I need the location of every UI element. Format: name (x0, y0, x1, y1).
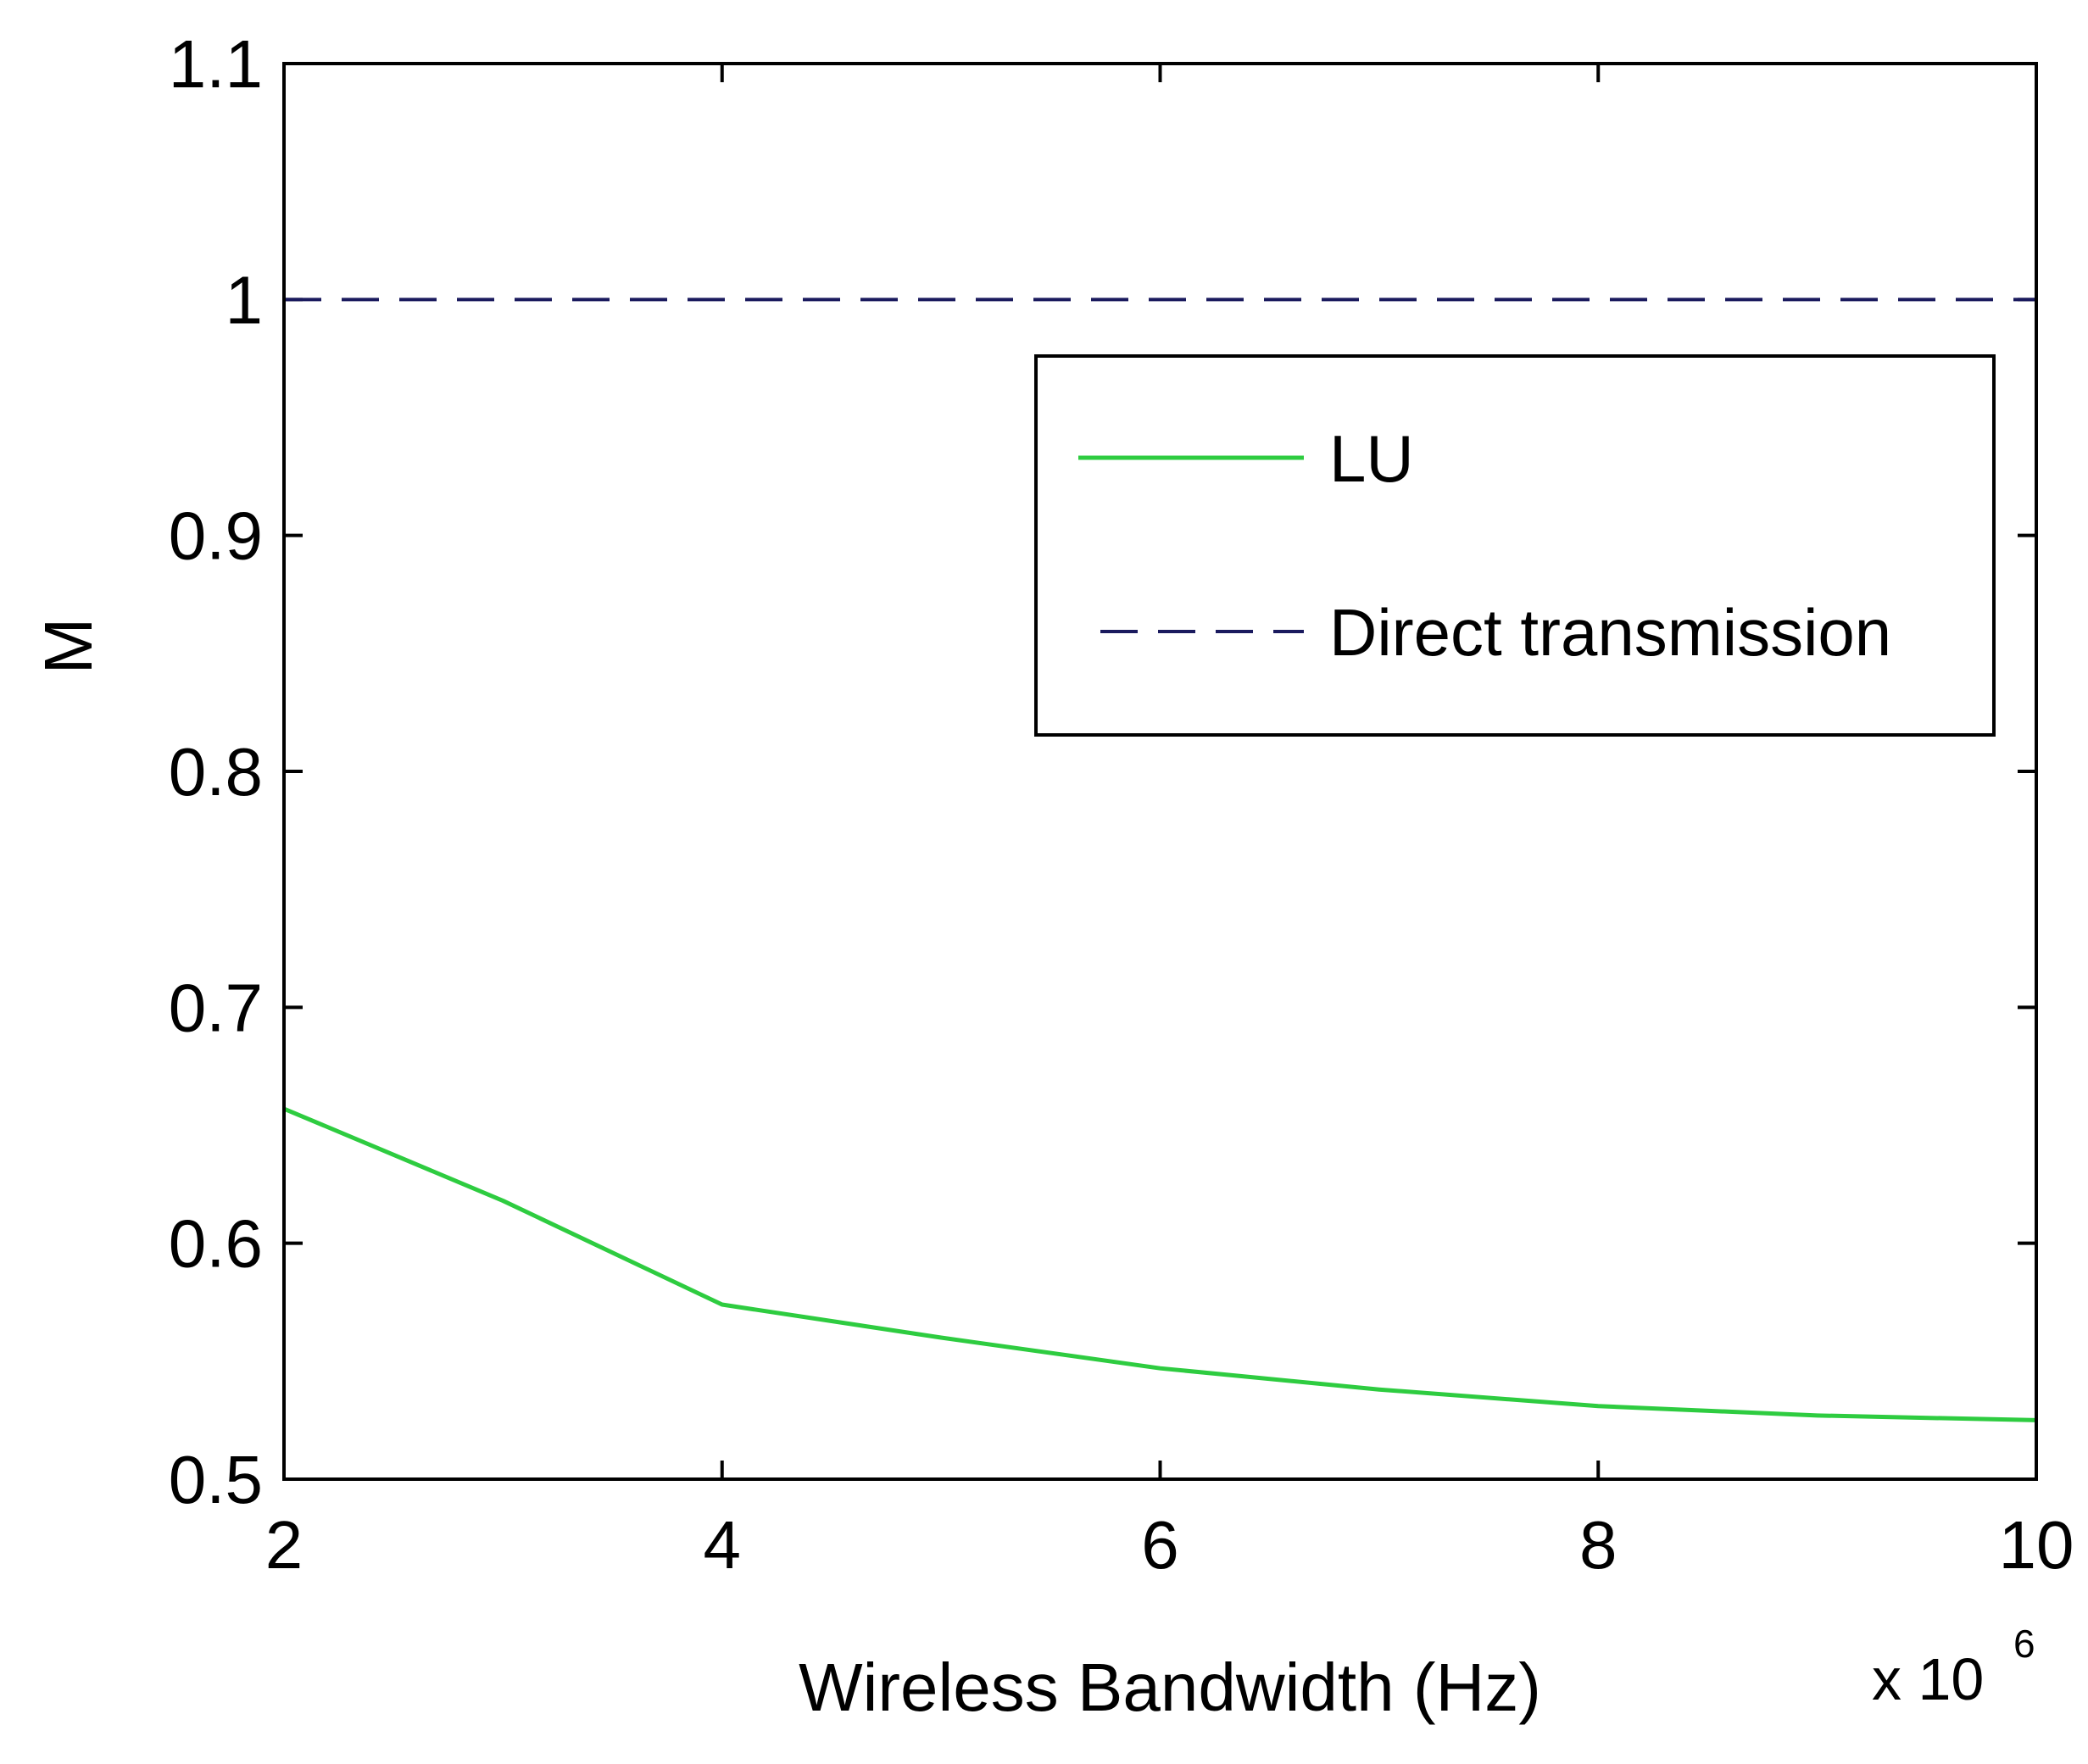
plot-background (284, 64, 2036, 1479)
y-tick-label: 0.9 (169, 498, 263, 574)
y-tick-label: 1 (226, 262, 264, 337)
legend-box (1034, 354, 1996, 737)
x-tick-label: 2 (265, 1507, 303, 1583)
legend-label-lu: LU (1329, 421, 1414, 496)
series-layer (283, 298, 2037, 1422)
y-tick-label: 1.1 (169, 26, 263, 102)
x-tick-label: 4 (704, 1507, 742, 1583)
y-tick-label: 0.5 (169, 1442, 263, 1517)
x-tick-label: 10 (1999, 1507, 2074, 1583)
y-axis-label: M (31, 618, 106, 675)
y-tick-label: 0.6 (169, 1206, 263, 1282)
y-tick-label: 0.8 (169, 734, 263, 810)
x-multiplier-label: x 10 (1872, 1646, 1984, 1712)
x-multiplier-exponent: 6 (2013, 1622, 2035, 1666)
series-line-lu (283, 1106, 2037, 1422)
tick-labels: 2 4 6 8 10 0.5 0.6 0.7 0.8 0.9 1 1.1 (169, 26, 2074, 1583)
legend-label-direct-transmission: Direct transmission (1329, 595, 1891, 670)
y-tick-label: 0.7 (169, 970, 263, 1045)
legend: LU Direct transmission (1034, 354, 1996, 737)
x-axis-label: Wireless Bandwidth (Hz) (799, 1650, 1541, 1725)
x-tick-label: 8 (1579, 1507, 1618, 1583)
plot-frame (282, 62, 2038, 1481)
x-tick-label: 6 (1141, 1507, 1179, 1583)
